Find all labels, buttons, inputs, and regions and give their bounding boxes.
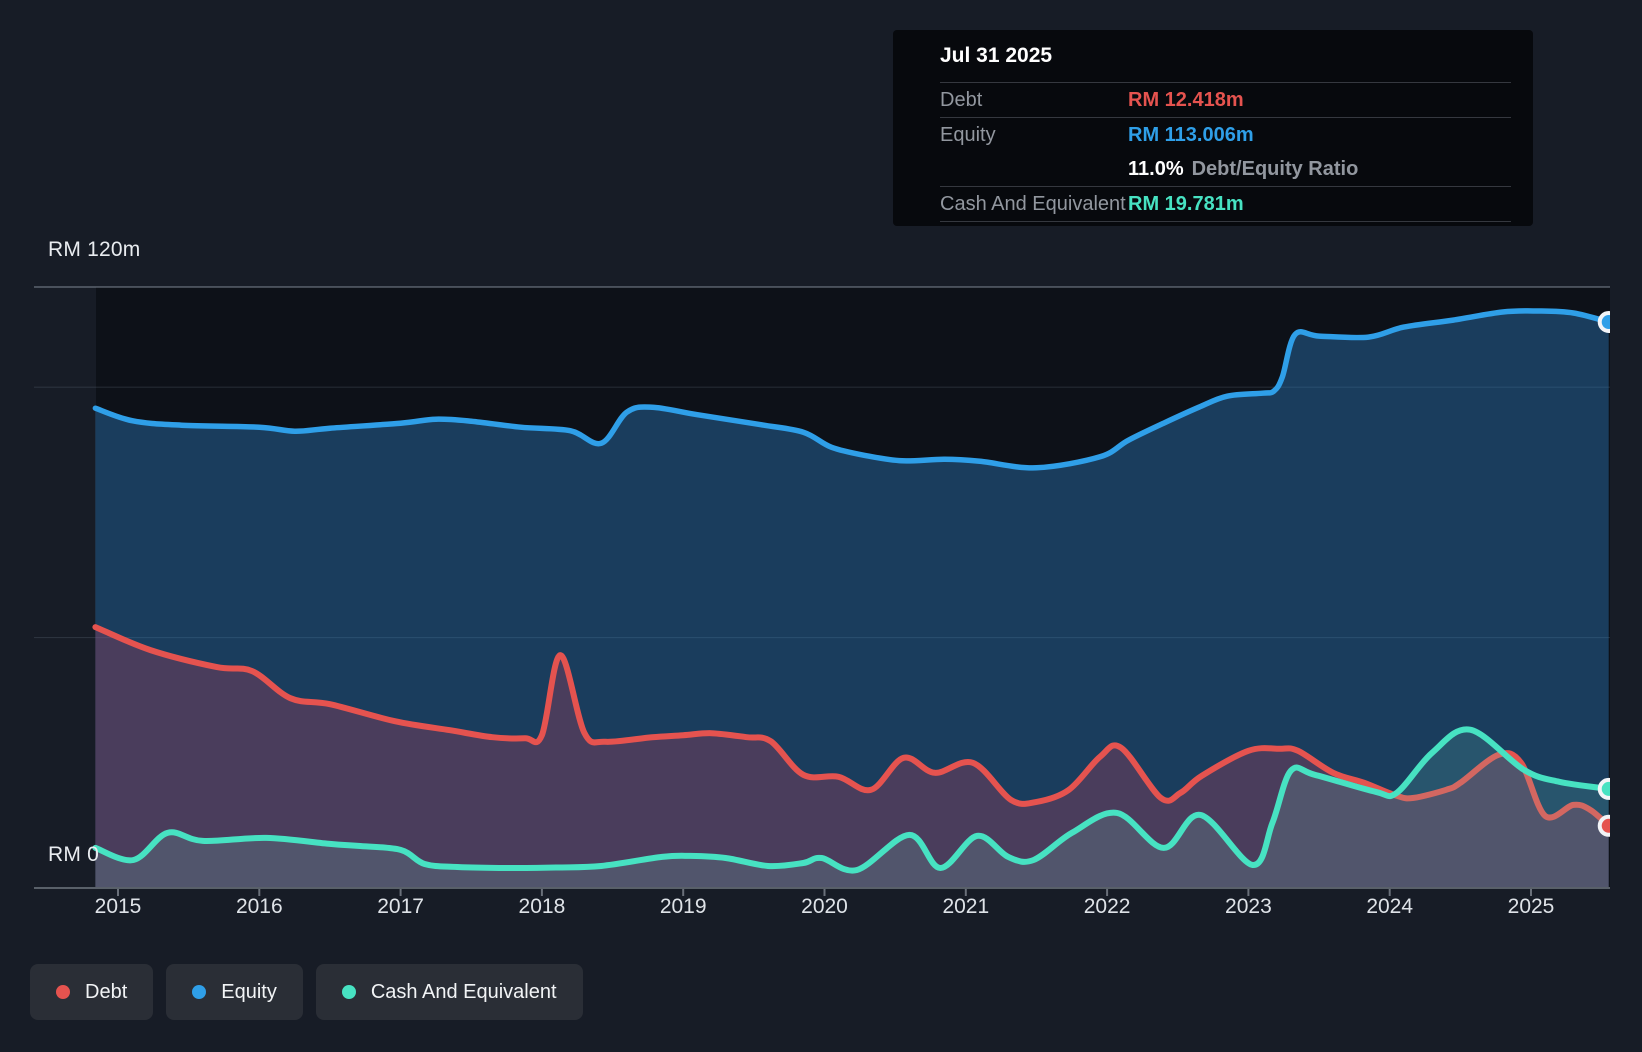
x-axis-label-2024: 2024: [1366, 895, 1414, 918]
tooltip-cash-value: RM 19.781m: [1128, 192, 1244, 215]
tooltip-row-debt: Debt RM 12.418m: [940, 82, 1511, 117]
equity-area: [95, 310, 1609, 889]
equity-line: [92, 308, 1610, 471]
cash-and-equivalent-line: [92, 726, 1610, 874]
debt-area: [95, 627, 1609, 888]
legend-label: Cash And Equivalent: [370, 980, 557, 1003]
legend-label: Debt: [85, 980, 128, 1003]
x-axis-label-2017: 2017: [377, 895, 424, 918]
tooltip-equity-label: Equity: [940, 123, 996, 146]
x-axis-label-2021: 2021: [942, 895, 990, 918]
tooltip-ratio-value: 11.0%: [1128, 157, 1184, 180]
legend-item-equity[interactable]: Equity: [166, 964, 303, 1020]
tooltip-debt-label: Debt: [940, 88, 983, 111]
legend-dot-equity: [192, 985, 207, 999]
chart-legend: Debt Equity Cash And Equivalent: [30, 964, 583, 1020]
legend-item-cash-and-equivalent[interactable]: Cash And Equivalent: [315, 964, 583, 1020]
debt-endpoint-marker: [1597, 814, 1610, 837]
legend-dot-debt: [56, 985, 70, 999]
legend-label: Equity: [221, 980, 277, 1003]
equity-endpoint-marker: [1597, 311, 1610, 334]
tooltip-cash-label: Cash And Equivalent: [940, 192, 1126, 215]
y-axis-max-label: RM 120m: [48, 238, 141, 261]
x-axis-label-2023: 2023: [1225, 895, 1272, 918]
x-axis-label-2018: 2018: [518, 895, 566, 918]
y-axis-zero-label: RM 0: [48, 843, 99, 866]
x-axis-label-2019: 2019: [659, 895, 707, 918]
cash-and-equivalent-endpoint-marker: [1597, 777, 1610, 800]
x-axis-label-2016: 2016: [235, 895, 283, 918]
tooltip-debt-value: RM 12.418m: [1128, 88, 1244, 111]
x-axis-label-2015: 2015: [94, 895, 142, 918]
debt-line: [92, 624, 1610, 829]
tooltip-ratio-label: Debt/Equity Ratio: [1191, 157, 1359, 180]
tooltip-row-equity: Equity RM 113.006m: [940, 117, 1511, 152]
tooltip-row-ratio: 11.0% Debt/Equity Ratio: [940, 152, 1511, 186]
tooltip-date: Jul 31 2025: [940, 44, 1053, 67]
legend-dot-cash-and-equivalent: [341, 985, 356, 999]
tooltip-equity-value: RM 113.006m: [1128, 123, 1254, 146]
x-axis-label-2025: 2025: [1507, 895, 1555, 918]
chart-tooltip: Jul 31 2025 Debt RM 12.418m Equity RM 11…: [893, 30, 1533, 226]
x-axis-label-2020: 2020: [801, 895, 848, 918]
x-axis-label-2022: 2022: [1083, 895, 1131, 918]
tooltip-row-cash: Cash And Equivalent RM 19.781m: [940, 186, 1511, 222]
legend-item-debt[interactable]: Debt: [30, 964, 154, 1020]
